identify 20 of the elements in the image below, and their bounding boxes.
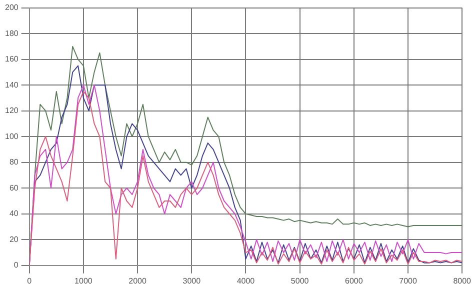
y-tick-label: 160: [4, 54, 19, 64]
y-tick-label: 100: [4, 132, 19, 141]
y-tick-label: 200: [4, 3, 19, 12]
y-tick-label: 0: [14, 260, 19, 270]
x-tick-label: 7000: [399, 276, 418, 286]
x-tick-label: 2000: [128, 276, 147, 286]
y-tick-label: 120: [4, 106, 19, 116]
x-tick-label: 5000: [290, 276, 310, 286]
x-tick-label: 8000: [453, 276, 472, 286]
x-tick-label: 3000: [182, 276, 202, 286]
x-tick-label: 0: [27, 276, 32, 286]
y-tick-label: 60: [9, 183, 19, 192]
y-tick-label: 140: [4, 80, 19, 90]
y-tick-label: 80: [9, 158, 19, 167]
x-tick-label: 4000: [236, 276, 256, 286]
x-tick-label: 6000: [345, 276, 364, 286]
y-tick-label: 180: [4, 28, 19, 38]
y-tick-label: 20: [9, 234, 19, 244]
y-tick-label: 40: [9, 209, 19, 218]
x-tick-label: 1000: [74, 276, 93, 286]
